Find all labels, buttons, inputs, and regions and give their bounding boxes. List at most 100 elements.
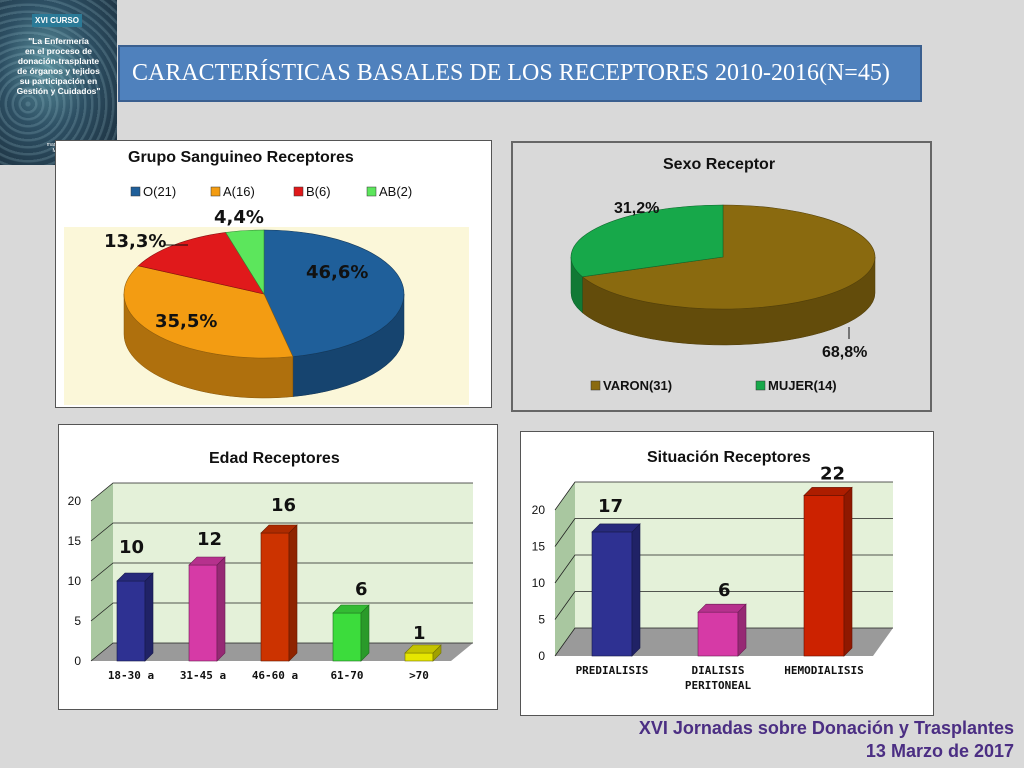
cover-line: de órganos y tejidos [17, 66, 100, 76]
data-label: 46,6% [306, 262, 368, 283]
legend-swatch [210, 186, 221, 197]
situation-bar-top [591, 523, 641, 533]
course-cover-image: XVI CURSO "La Enfermería en el proceso d… [0, 0, 117, 165]
age-bar-top [332, 604, 370, 614]
cover-line: su participación en [19, 76, 98, 86]
y-tick-label: 10 [68, 574, 82, 588]
age-bar-top [404, 644, 442, 654]
blood-group-pie-slice [225, 229, 265, 296]
blood-group-pie-slice [123, 265, 294, 359]
chart-title: Grupo Sanguineo Receptores [128, 149, 354, 166]
x-tick-label: HEMODIALISIS [784, 664, 863, 677]
gridline [554, 554, 893, 584]
y-tick-label: 15 [68, 534, 82, 548]
age-bar-top [116, 572, 154, 582]
slide-title: CARACTERÍSTICAS BASALES DE LOS RECEPTORE… [132, 60, 890, 86]
data-label: 6 [718, 580, 731, 601]
y-tick-label: 20 [68, 494, 82, 508]
gridline [90, 602, 473, 622]
x-tick-label: 18-30 a [108, 669, 154, 682]
chart-title: Situación Receptores [647, 449, 811, 466]
footer-date: 13 Marzo de 2017 [865, 741, 1014, 761]
age-bar-side [144, 572, 154, 662]
gridline [554, 627, 893, 657]
gridline [90, 562, 473, 582]
data-label: 10 [119, 537, 144, 558]
age-bar-top [188, 556, 226, 566]
situation-bar-top [803, 487, 853, 496]
x-tick-label: PERITONEAL [685, 679, 752, 692]
data-label: 22 [820, 463, 845, 484]
y-tick-label: 0 [538, 649, 545, 663]
data-label: 16 [271, 495, 296, 516]
legend-swatch [130, 186, 141, 197]
situation-bar [591, 531, 633, 657]
situation-bar [803, 495, 845, 657]
cover-badge: XVI CURSO [32, 14, 82, 27]
legend-swatch [755, 380, 766, 391]
gridline [90, 482, 473, 502]
data-label: 13,3% [104, 231, 166, 252]
title-bar: CARACTERÍSTICAS BASALES DE LOS RECEPTORE… [118, 45, 922, 102]
cover-background [0, 0, 117, 165]
blood-group-chart-panel: Grupo Sanguineo Receptores O(21) A(16) B(6)… [55, 140, 492, 408]
legend-label: B(6) [306, 184, 331, 199]
gridline [554, 481, 893, 511]
data-label: 68,8% [822, 344, 867, 361]
situation-chart-panel: Situación Receptores 0 5 10 15 20 17 PREDIALISI… [520, 431, 934, 716]
x-tick-label: 61-70 [330, 669, 363, 682]
cover-line: Gestión y Cuidados" [16, 86, 101, 96]
cover-line: donación-trasplante [17, 56, 100, 66]
age-bar [332, 612, 362, 662]
age-chart-panel: Edad Receptores 0 5 10 15 20 10 18-30 a 12 31-45 … [58, 424, 498, 710]
chart-title: Sexo Receptor [663, 156, 775, 173]
data-label: 6 [355, 579, 368, 600]
x-tick-label: DIALISIS [692, 664, 745, 677]
sex-chart: Sexo Receptor 31,2% 68,8% VARON(31) MUJER(14… [570, 156, 876, 393]
legend-label: VARON(31) [603, 378, 672, 393]
cover-text: "La Enfermería en el proceso de donación… [6, 36, 111, 96]
age-bar [188, 564, 218, 662]
age-bar-top [260, 524, 298, 534]
gridline [554, 518, 893, 547]
legend-swatch [366, 186, 377, 197]
data-label: 1 [413, 623, 426, 644]
cover-line: "La Enfermería [28, 36, 89, 46]
y-tick-label: 20 [532, 503, 546, 517]
age-bar-side [216, 556, 226, 662]
blood-group-pie-slice [263, 229, 405, 357]
data-label: 4,4% [214, 207, 264, 228]
situation-bar-side [843, 486, 853, 657]
situation-bar-side [631, 523, 641, 657]
situation-bar-top [697, 603, 747, 613]
sex-pie-slice [570, 204, 724, 278]
situation-chart: Situación Receptores 0 5 10 15 20 17 PREDIALISI… [532, 449, 893, 692]
age-bar [260, 532, 290, 662]
y-tick-label: 5 [538, 613, 545, 627]
y-tick-label: 15 [532, 540, 546, 554]
chart-title: Edad Receptores [209, 450, 340, 467]
age-bar-side [360, 604, 370, 662]
x-tick-label: PREDIALISIS [576, 664, 649, 677]
gridline [554, 591, 893, 620]
age-bar-side [288, 524, 298, 662]
blood-group-chart: Grupo Sanguineo Receptores O(21) A(16) B(6)… [64, 149, 469, 405]
y-tick-label: 0 [74, 654, 81, 668]
sex-pie-slice [581, 204, 876, 310]
legend-label: O(21) [143, 184, 176, 199]
age-bar [116, 580, 146, 662]
legend-swatch [590, 380, 601, 391]
data-label: 17 [598, 496, 623, 517]
data-label: 31,2% [614, 200, 659, 217]
x-tick-label: 31-45 a [180, 669, 226, 682]
age-bar [404, 652, 434, 662]
cover-line: en el proceso de [24, 46, 93, 56]
situation-bar-side [737, 603, 747, 657]
footer-event: XVI Jornadas sobre Donación y Trasplante… [638, 718, 1014, 738]
gridline [90, 522, 473, 542]
legend-label: A(16) [223, 184, 255, 199]
data-label: 35,5% [155, 311, 217, 332]
legend-swatch [293, 186, 304, 197]
situation-bar [697, 611, 739, 657]
x-tick-label: >70 [409, 669, 429, 682]
